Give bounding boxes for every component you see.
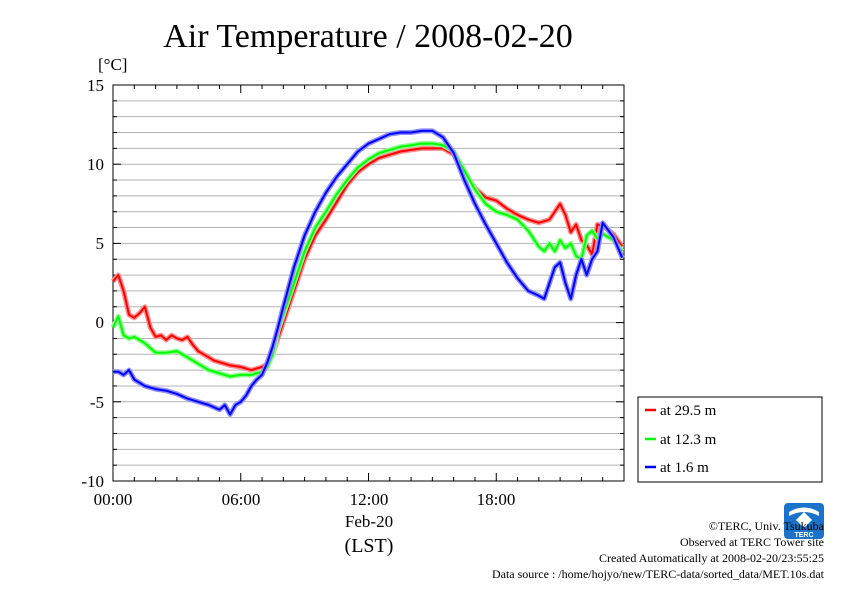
legend-label: at 12.3 m bbox=[660, 432, 717, 448]
series-lines bbox=[110, 128, 625, 417]
copyright-text: ©TERC, Univ. Tsukuba bbox=[708, 519, 824, 533]
source-text: Data source : /home/hojyo/new/TERC-data/… bbox=[491, 567, 824, 581]
series-line bbox=[112, 142, 623, 378]
x-tick-label: 12:00 bbox=[350, 490, 389, 509]
y-tick-label: 0 bbox=[96, 313, 105, 332]
legend-label: at 1.6 m bbox=[660, 460, 709, 476]
x-date-label: Feb-20 bbox=[345, 512, 393, 531]
legend: at 29.5 m at 12.3 m at 1.6 m bbox=[637, 396, 823, 483]
y-tick-label: 10 bbox=[87, 155, 104, 174]
x-tick-label: 06:00 bbox=[222, 490, 261, 509]
chart-title: Air Temperature / 2008-02-20 bbox=[163, 18, 573, 55]
y-tick-label: -10 bbox=[81, 472, 104, 491]
terc-logo: TERC bbox=[784, 503, 824, 539]
logo-drop-icon bbox=[796, 512, 812, 528]
series-line bbox=[113, 129, 624, 416]
x-tick-labels: 00:00 06:00 12:00 18:00 bbox=[94, 490, 516, 509]
observed-text: Observed at TERC Tower site bbox=[679, 535, 824, 549]
axis-ticks bbox=[112, 84, 625, 482]
logo-wave-icon bbox=[789, 507, 819, 516]
y-tick-labels: 15 10 5 0 -5 -10 bbox=[81, 76, 104, 491]
y-axis-label: [°C] bbox=[98, 55, 127, 74]
x-tick-label: 00:00 bbox=[94, 490, 133, 509]
y-tick-label: 15 bbox=[87, 76, 104, 95]
y-tick-label: -5 bbox=[90, 393, 104, 412]
legend-label: at 29.5 m bbox=[660, 403, 717, 419]
x-tick-label: 18:00 bbox=[477, 490, 516, 509]
created-text: Created Automatically at 2008-02-20/23:5… bbox=[599, 551, 824, 565]
grid-lines bbox=[113, 100, 624, 466]
y-tick-label: 5 bbox=[96, 234, 105, 253]
footer-credits: ©TERC, Univ. Tsukuba Observed at TERC To… bbox=[492, 518, 824, 582]
legend-box bbox=[637, 396, 823, 483]
x-axis-label: (LST) bbox=[345, 535, 394, 557]
series-line bbox=[112, 147, 624, 372]
logo-text: TERC bbox=[794, 532, 813, 539]
series-halo bbox=[113, 128, 625, 417]
